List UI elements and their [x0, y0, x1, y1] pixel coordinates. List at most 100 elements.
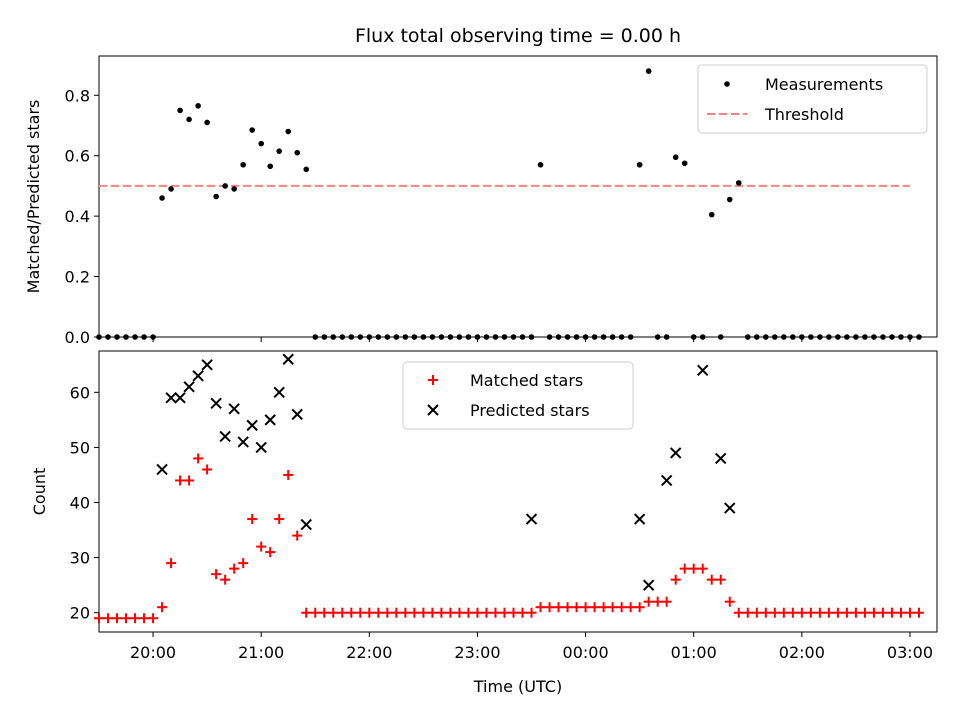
- measurement-point: [591, 334, 598, 340]
- x-tick-label: 23:00: [454, 643, 500, 662]
- x-tick-label: 21:00: [238, 643, 284, 662]
- matched-star-point: [616, 602, 627, 613]
- measurement-point: [690, 334, 697, 340]
- matched-star-point: [805, 607, 816, 618]
- measurement-point: [898, 334, 904, 340]
- matched-star-point: [562, 602, 573, 613]
- measurement-point: [276, 148, 283, 154]
- legend-matched-marker: [428, 375, 438, 385]
- cross-stroke: [219, 430, 231, 443]
- measurement-point: [222, 183, 228, 189]
- measurement-point: [132, 334, 138, 340]
- y-tick-label: 0.0: [65, 328, 90, 347]
- predicted-star-point: [156, 463, 168, 476]
- measurement-point: [186, 116, 192, 123]
- cross-stroke: [192, 370, 204, 382]
- cross-stroke: [697, 364, 709, 376]
- legend-predicted-label: Predicted stars: [470, 401, 590, 420]
- matched-star-point: [373, 607, 384, 618]
- bottom-plot-area: 20 30 40 50 60 20:00 21:00 22:00 23:00 00:00 01:00…: [70, 350, 938, 662]
- measurement-point: [357, 334, 364, 340]
- matched-star-point: [229, 563, 240, 574]
- cross-stroke: [201, 359, 213, 371]
- matched-star-point: [751, 607, 762, 618]
- legend-measurements-label: Measurements: [765, 75, 883, 94]
- matched-star-point: [184, 475, 195, 486]
- bottom-y-axis-label: Count: [30, 468, 49, 516]
- matched-star-point: [868, 607, 879, 618]
- predicted-star-point: [633, 513, 646, 525]
- matched-star-point: [256, 541, 267, 552]
- measurement-point: [744, 334, 751, 340]
- matched-star-point: [319, 607, 330, 618]
- predicted-star-point: [697, 364, 709, 376]
- x-tick-label: 01:00: [671, 643, 717, 662]
- predicted-star-point: [724, 502, 736, 514]
- matched-star-point: [130, 613, 141, 624]
- measurement-point: [844, 334, 850, 340]
- matched-star-point: [625, 602, 636, 613]
- measurement-point: [573, 334, 580, 340]
- measurement-point: [366, 334, 373, 340]
- measurement-point: [150, 334, 156, 340]
- measurement-point: [96, 334, 102, 340]
- measurement-point: [267, 163, 274, 170]
- matched-star-point: [400, 607, 411, 618]
- cross-stroke: [174, 392, 186, 404]
- measurement-point: [303, 166, 310, 173]
- y-tick-label: 30: [70, 549, 90, 568]
- y-tick-label: 0.4: [65, 207, 90, 226]
- measurement-point: [618, 334, 625, 340]
- legend-predicted-marker: [427, 404, 439, 416]
- predicted-star-point: [291, 408, 303, 421]
- top-y-axis-label: Matched/Predicted stars: [24, 100, 43, 294]
- measurement-point: [114, 334, 120, 340]
- measurement-point: [627, 334, 634, 340]
- matched-star-point: [850, 607, 861, 618]
- measurement-point: [375, 334, 382, 340]
- measurement-point: [871, 334, 877, 340]
- measurement-point: [465, 334, 472, 340]
- cross-stroke: [165, 392, 177, 404]
- cross-stroke: [255, 441, 267, 454]
- matched-star-point: [283, 469, 294, 480]
- measurement-point: [735, 180, 742, 186]
- cross-stroke: [642, 579, 655, 591]
- x-tick-label: 20:00: [130, 643, 176, 662]
- matched-star-point: [670, 574, 681, 585]
- matched-star-point: [607, 602, 618, 613]
- predicted-star-point: [669, 447, 682, 459]
- cross-stroke: [291, 408, 303, 421]
- matched-star-point: [571, 602, 582, 613]
- y-tick-label: 0.6: [65, 147, 90, 166]
- matched-star-point: [904, 607, 915, 618]
- matched-star-point: [652, 596, 663, 607]
- cross-stroke: [228, 403, 240, 415]
- matched-star-point: [247, 514, 258, 525]
- matched-star-point: [841, 607, 852, 618]
- matched-star-point: [481, 607, 492, 618]
- predicted-star-point: [183, 381, 195, 393]
- measurement-point: [348, 334, 355, 340]
- measurement-point: [654, 334, 661, 340]
- cross-stroke: [264, 414, 276, 426]
- matched-star-point: [436, 607, 447, 618]
- measurement-point: [240, 161, 246, 168]
- matched-star-point: [877, 607, 888, 618]
- cross-stroke: [237, 436, 249, 448]
- measurement-point: [321, 334, 328, 340]
- measurement-point: [781, 334, 787, 340]
- measurement-point: [384, 334, 391, 340]
- bottom-x-axis-label: Time (UTC): [473, 677, 562, 696]
- matched-star-point: [796, 607, 807, 618]
- predicted-star-point: [219, 430, 231, 443]
- measurement-point: [177, 107, 183, 114]
- predicted-star-point: [228, 403, 240, 415]
- y-tick-label: 0.8: [65, 86, 90, 105]
- matched-star-point: [832, 607, 843, 618]
- predicted-star-point: [525, 513, 538, 525]
- matched-star-point: [517, 607, 528, 618]
- cross-stroke: [724, 502, 736, 514]
